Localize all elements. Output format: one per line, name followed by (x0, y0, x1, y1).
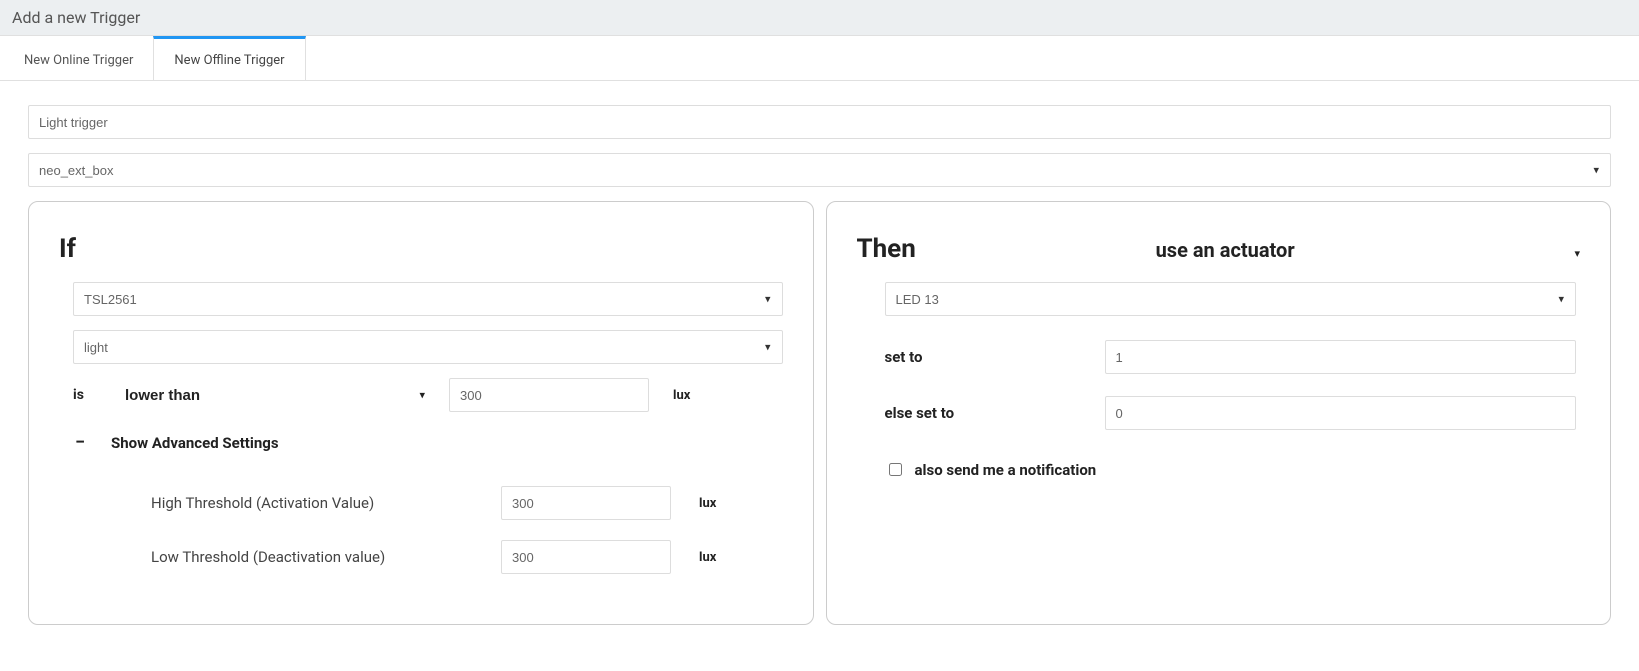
if-panel: If TSL2561 light is lower than (28, 201, 814, 625)
threshold-unit: lux (673, 388, 703, 403)
high-threshold-input[interactable] (501, 486, 671, 520)
threshold-input[interactable] (449, 378, 649, 412)
notification-checkbox[interactable] (889, 463, 902, 476)
notification-label: also send me a notification (915, 461, 1097, 479)
device-select[interactable]: neo_ext_box (28, 153, 1611, 187)
low-threshold-unit: lux (699, 550, 716, 565)
then-subtitle[interactable]: use an actuator (876, 238, 1575, 262)
advanced-settings-area: High Threshold (Activation Value) lux Lo… (73, 468, 783, 574)
chevron-down-icon[interactable]: ▾ (1574, 247, 1580, 260)
sensor-select[interactable]: TSL2561 (73, 282, 783, 316)
top-form: neo_ext_box (0, 81, 1639, 187)
set-to-input[interactable] (1105, 340, 1577, 374)
low-threshold-input[interactable] (501, 540, 671, 574)
if-title: If (59, 234, 76, 264)
else-set-to-input[interactable] (1105, 396, 1577, 430)
high-threshold-unit: lux (699, 496, 716, 511)
actuator-select[interactable]: LED 13 (885, 282, 1577, 316)
panels-row: If TSL2561 light is lower than (0, 201, 1639, 649)
page-title: Add a new Trigger (0, 0, 1639, 36)
is-label: is (73, 387, 101, 403)
low-threshold-label: Low Threshold (Deactivation value) (151, 548, 501, 566)
else-set-to-label: else set to (885, 404, 1105, 422)
operator-select[interactable]: lower than (125, 381, 425, 410)
device-select-wrap: neo_ext_box (28, 153, 1611, 187)
advanced-settings-label[interactable]: Show Advanced Settings (111, 434, 279, 452)
tab-online-trigger[interactable]: New Online Trigger (4, 36, 153, 80)
set-to-label: set to (885, 348, 1105, 366)
high-threshold-label: High Threshold (Activation Value) (151, 494, 501, 512)
trigger-name-input[interactable] (28, 105, 1611, 139)
tabs: New Online Trigger New Offline Trigger (0, 36, 1639, 81)
tab-offline-trigger[interactable]: New Offline Trigger (153, 36, 305, 80)
then-panel: Then use an actuator ▾ LED 13 set to els… (826, 201, 1612, 625)
advanced-toggle-icon[interactable]: − (73, 434, 87, 452)
measure-select[interactable]: light (73, 330, 783, 364)
